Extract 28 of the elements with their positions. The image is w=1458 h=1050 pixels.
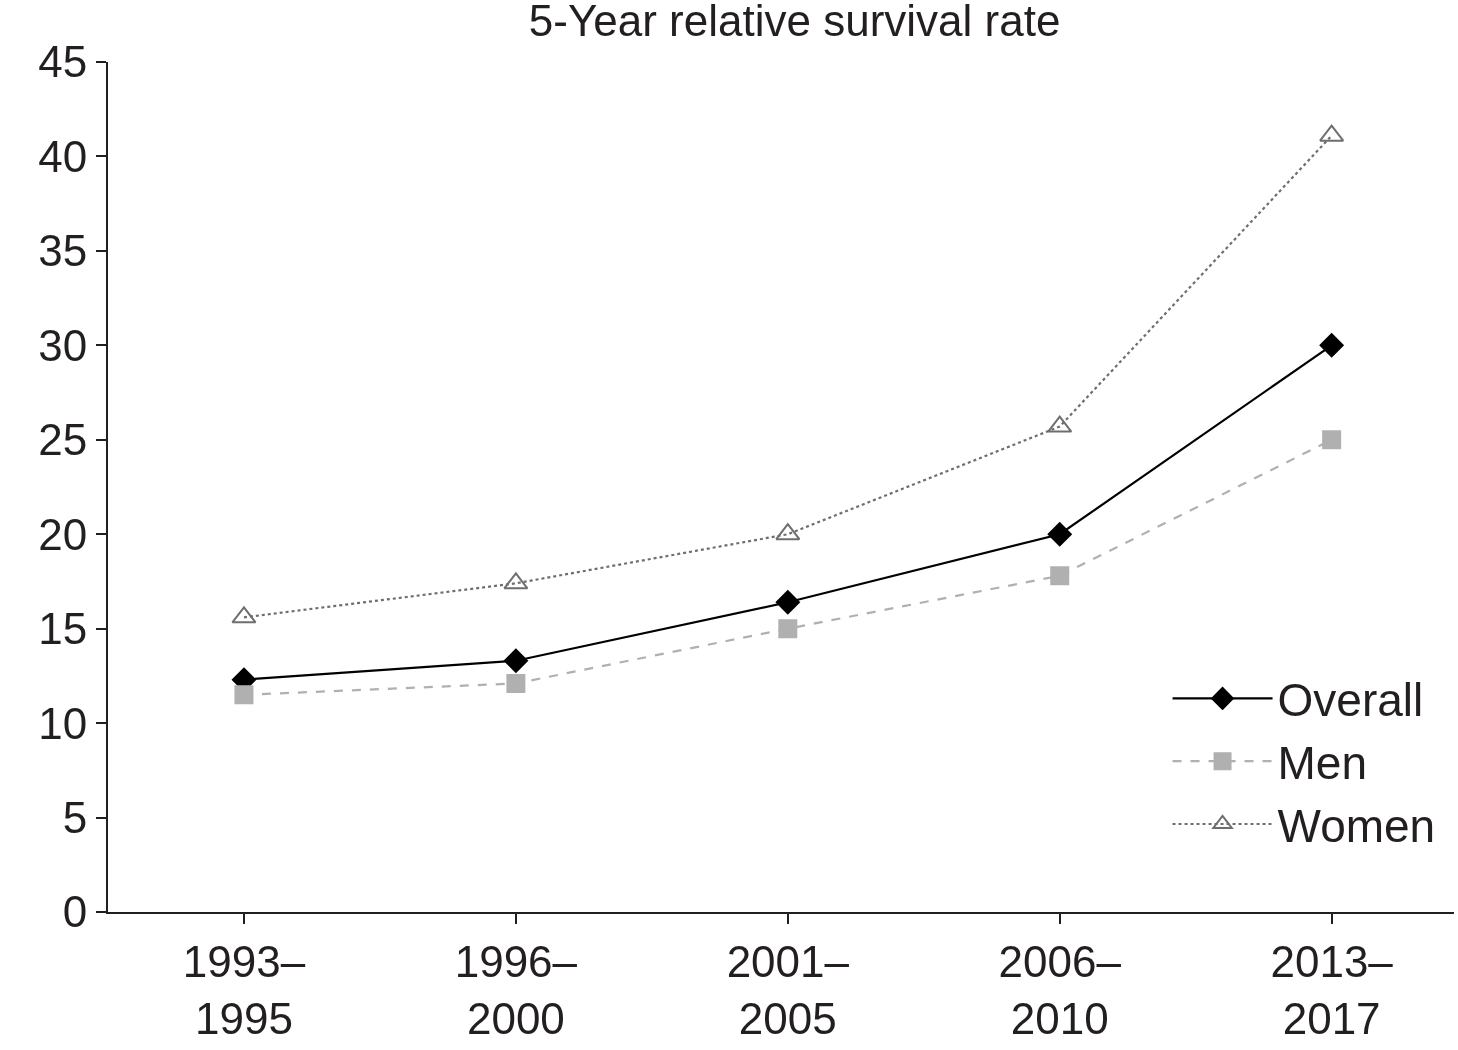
x-tick-label: 2001–2005 bbox=[726, 936, 850, 1043]
legend-label: Women bbox=[1277, 799, 1436, 852]
y-tick-label: 20 bbox=[38, 509, 88, 559]
x-tick-label: 1993–1995 bbox=[182, 936, 306, 1043]
y-tick-label: 30 bbox=[38, 320, 88, 370]
point bbox=[1322, 430, 1342, 450]
y-tick-label: 25 bbox=[38, 415, 88, 465]
y-tick-label: 5 bbox=[62, 792, 88, 842]
point bbox=[503, 648, 528, 673]
y-tick-label: 35 bbox=[38, 226, 88, 276]
x-tick-label: 2006–2010 bbox=[998, 936, 1122, 1043]
legend-label: Men bbox=[1277, 737, 1368, 790]
legend-label: Overall bbox=[1277, 674, 1424, 727]
x-tick-label: 1996–2000 bbox=[454, 936, 578, 1043]
y-tick-label: 15 bbox=[38, 604, 88, 654]
point bbox=[234, 685, 254, 705]
chart-title: 5-Year relative survival rate bbox=[528, 0, 1061, 46]
y-tick-label: 0 bbox=[62, 887, 88, 937]
point bbox=[1319, 333, 1344, 358]
point bbox=[1050, 566, 1070, 586]
point bbox=[506, 673, 526, 693]
point bbox=[775, 590, 800, 615]
y-tick-label: 45 bbox=[38, 37, 88, 87]
y-tick-label: 10 bbox=[38, 698, 88, 748]
point bbox=[778, 619, 798, 639]
point bbox=[1047, 522, 1072, 547]
y-tick-label: 40 bbox=[38, 131, 88, 181]
x-tick-label: 2013–2017 bbox=[1270, 936, 1394, 1043]
